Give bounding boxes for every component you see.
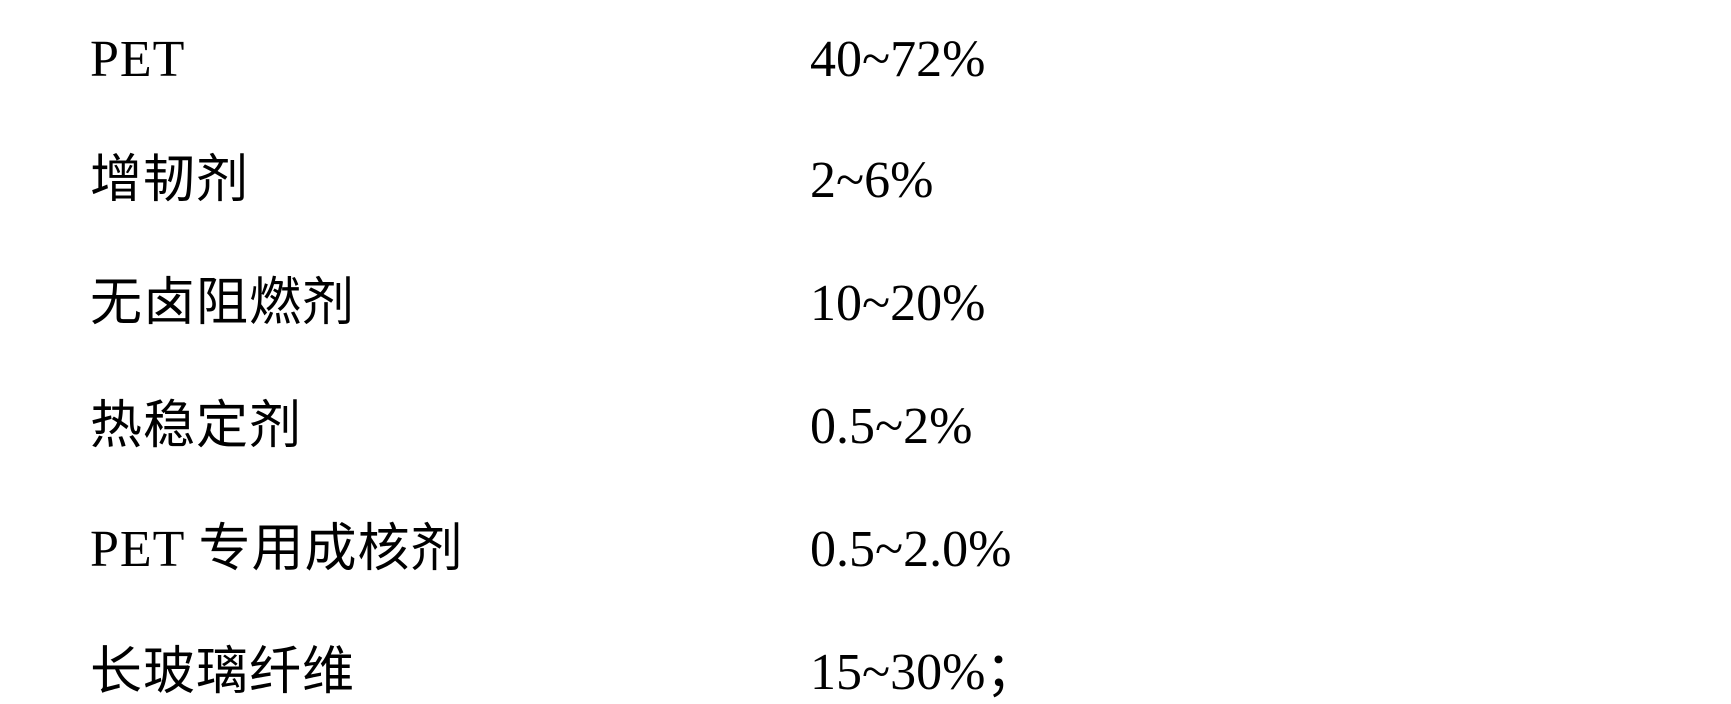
component-label: 无卤阻燃剂 — [90, 260, 810, 335]
component-label: PET — [90, 30, 810, 89]
table-row: PET 40~72% — [90, 30, 1641, 89]
component-label: PET 专用成核剂 — [90, 506, 810, 581]
table-row: 热稳定剂 0.5~2% — [90, 383, 1641, 458]
component-value: 2~6% — [810, 151, 933, 210]
component-value: 0.5~2.0% — [810, 520, 1011, 579]
table-row: 增韧剂 2~6% — [90, 137, 1641, 212]
composition-table: PET 40~72% 增韧剂 2~6% 无卤阻燃剂 10~20% 热稳定剂 0.… — [90, 30, 1641, 704]
component-value: 10~20% — [810, 274, 985, 333]
component-label: 热稳定剂 — [90, 383, 810, 458]
table-row: 无卤阻燃剂 10~20% — [90, 260, 1641, 335]
component-label: 长玻璃纤维 — [90, 629, 810, 704]
table-row: PET 专用成核剂 0.5~2.0% — [90, 506, 1641, 581]
component-value: 0.5~2% — [810, 397, 972, 456]
component-value: 40~72% — [810, 30, 985, 89]
component-value: 15~30%； — [810, 629, 1037, 704]
component-label: 增韧剂 — [90, 137, 810, 212]
table-row: 长玻璃纤维 15~30%； — [90, 629, 1641, 704]
